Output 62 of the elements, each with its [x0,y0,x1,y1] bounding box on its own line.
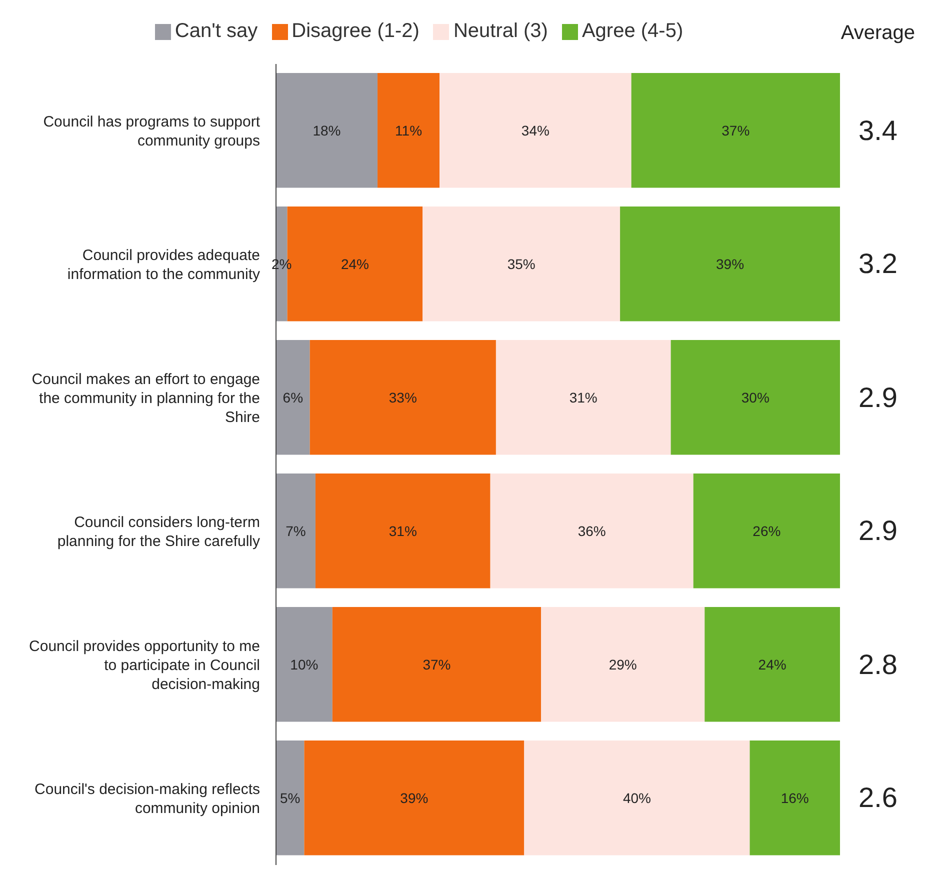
legend-label: Agree (4-5) [582,20,684,43]
data-label: 11% [395,122,422,138]
data-label: 16% [780,790,809,806]
y-tick-label: Council provides adequate information to the community [67,246,260,283]
bar [490,474,694,588]
bar [670,340,840,455]
bar [620,206,840,322]
bar [631,73,840,188]
bar [315,474,490,588]
bar [693,474,840,588]
data-label: 7% [286,522,306,539]
data-label: 24% [340,256,369,272]
text: 2.8 [858,648,898,681]
bar [276,607,332,722]
y-tick-label: Council considers long-term planning for the Shire carefully [57,514,260,550]
y-tick-label: Council makes an effort to engage the community in planning for the Shire [32,370,260,426]
data-label: 24% [758,656,786,672]
legend-label: Neutral (3) [453,20,548,43]
data-label: 37% [422,656,451,672]
data-label: 39% [716,256,744,272]
text: 2.6 [858,782,898,814]
bar [378,73,440,188]
bar [276,474,316,588]
bar [304,740,524,856]
text: 2.9 [858,382,898,414]
legend-label: Can't say [174,20,258,43]
text: Average [840,22,916,45]
bar [750,740,840,856]
bar [276,740,304,856]
y-tick-label: Council's decision-making reflects community opinion [34,780,260,817]
data-label: 26% [752,522,781,539]
bar [524,740,750,856]
y-tick-label: Council has programs to support community groups [43,113,261,150]
data-label: 5% [280,790,300,806]
data-label: 18% [312,122,341,138]
bar [276,73,378,188]
legend-label: Disagree (1-2) [292,20,420,43]
bar [332,607,542,722]
text: 3.4 [858,114,898,147]
data-label: 33% [388,389,417,406]
bar [704,607,840,722]
data-label: 39% [400,790,428,806]
text: 3.2 [858,248,898,280]
data-label: 37% [722,122,750,138]
data-label: 31% [569,389,598,406]
data-label: 35% [507,256,536,272]
data-label: 31% [388,522,417,539]
bar [276,340,310,455]
text: 2.9 [858,515,898,548]
bar [541,607,705,722]
data-label: 29% [608,656,637,672]
data-label: 36% [578,522,606,539]
data-label: 6% [282,389,304,406]
bar [422,206,620,322]
data-label: 34% [521,122,550,138]
bar [440,73,632,188]
data-label: 10% [290,656,318,672]
data-label: 30% [741,389,770,406]
y-tick-label: Council provides opportunity to me to participate in Council decision-making [29,638,260,693]
bar [496,340,671,455]
bar [310,340,496,455]
data-label: 40% [622,790,651,806]
